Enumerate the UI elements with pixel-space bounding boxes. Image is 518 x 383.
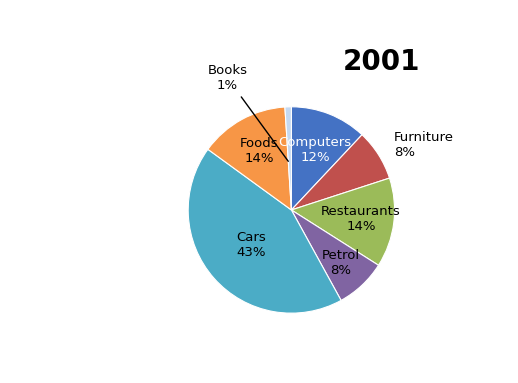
Wedge shape bbox=[291, 210, 379, 300]
Text: Petrol
8%: Petrol 8% bbox=[322, 249, 360, 277]
Text: Computers
12%: Computers 12% bbox=[278, 136, 352, 164]
Text: Foods
14%: Foods 14% bbox=[240, 137, 278, 165]
Text: Cars
43%: Cars 43% bbox=[236, 231, 266, 259]
Wedge shape bbox=[285, 107, 292, 210]
Text: Restaurants
14%: Restaurants 14% bbox=[321, 205, 401, 233]
Wedge shape bbox=[208, 107, 291, 210]
Wedge shape bbox=[291, 107, 362, 210]
Wedge shape bbox=[188, 149, 341, 313]
Text: 2001: 2001 bbox=[343, 48, 420, 76]
Wedge shape bbox=[291, 135, 390, 210]
Wedge shape bbox=[291, 178, 395, 265]
Text: Furniture
8%: Furniture 8% bbox=[394, 131, 454, 159]
Text: Books
1%: Books 1% bbox=[207, 64, 289, 161]
